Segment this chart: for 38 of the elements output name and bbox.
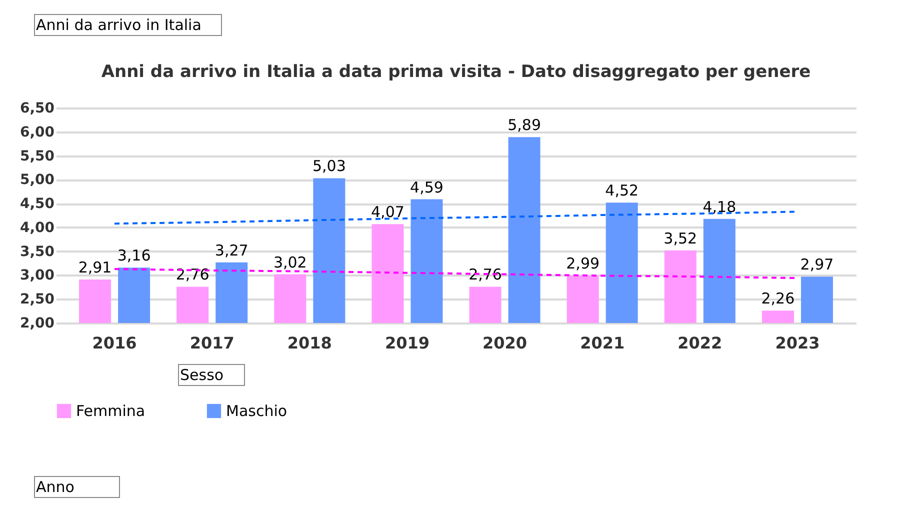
x-tick-label: 2023 (775, 334, 820, 352)
data-label: 4,52 (605, 182, 639, 200)
y-tick-label: 2,00 (20, 316, 55, 332)
data-label: 2,97 (800, 256, 834, 274)
chart-title: Anni da arrivo in Italia a data prima visita - Dato disaggregato per genere (101, 62, 811, 82)
y-tick-label: 2,50 (20, 292, 55, 308)
text: Anno (34, 476, 120, 498)
x-tick-label: 2021 (580, 334, 625, 352)
data-label: 5,03 (312, 157, 346, 176)
x-tick-label: 2018 (287, 334, 332, 352)
y-tick-label: 6,00 (20, 124, 55, 140)
y-tick-label: 5,50 (20, 148, 55, 164)
y-tick-label: 3,00 (20, 268, 55, 284)
x-tick-label: 2017 (190, 334, 234, 352)
data-label: 2,26 (761, 290, 795, 308)
y-tick-label: 4,00 (20, 220, 55, 236)
data-label: 4,59 (410, 178, 444, 196)
data-label: 2,99 (566, 254, 600, 273)
legend-label: Femmina (76, 402, 146, 420)
data-label: 2,91 (78, 258, 112, 277)
legend-title: Sesso (178, 364, 245, 386)
y-tick-label: 6,50 (20, 100, 55, 116)
data-label: 5,89 (508, 116, 541, 134)
y-tick-label: 5,00 (20, 172, 55, 188)
data-label: 3,02 (273, 253, 307, 272)
y-tick-label: 4,50 (20, 196, 55, 212)
y-tick-label: 3,50 (20, 244, 55, 260)
x-tick-label: 2016 (92, 334, 137, 352)
data-label: 3,27 (214, 241, 248, 260)
text: Anni da arrivo in Italia (34, 14, 222, 36)
legend-label: Maschio (226, 402, 288, 420)
data-label: 4,18 (702, 198, 736, 216)
data-label: 3,16 (117, 246, 151, 265)
data-label: 4,07 (371, 203, 404, 222)
x-tick-label: 2022 (678, 334, 722, 352)
x-tick-label: 2020 (482, 334, 528, 352)
x-tick-label: 2019 (384, 334, 430, 352)
data-label: 3,52 (664, 229, 698, 248)
